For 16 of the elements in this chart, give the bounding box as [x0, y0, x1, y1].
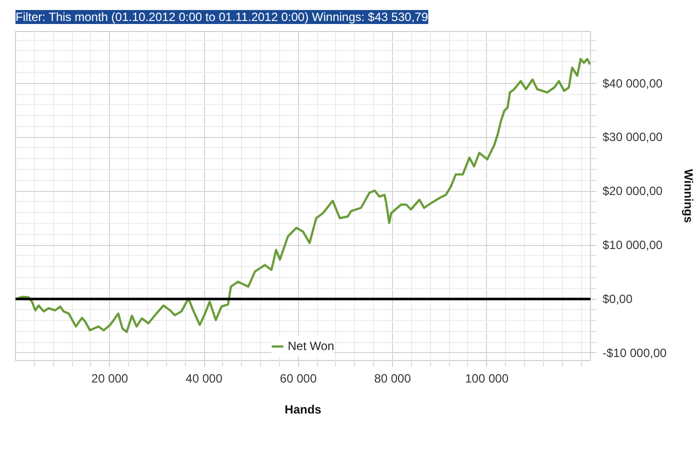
- x-tick-label: 100 000: [465, 372, 509, 386]
- x-tick-label: 60 000: [280, 372, 317, 386]
- x-tick-label: 40 000: [186, 372, 223, 386]
- x-tick-label: 80 000: [374, 372, 412, 386]
- y-axis-title: Winnings: [682, 169, 696, 224]
- x-axis-title: Hands: [284, 402, 322, 416]
- legend-label: Net Won: [288, 339, 334, 353]
- y-tick-label: $0,00: [602, 292, 633, 306]
- y-tick-label: -$10 000,00: [602, 346, 667, 360]
- y-tick-label: $30 000,00: [602, 130, 663, 144]
- x-tick-label: 20 000: [91, 372, 128, 386]
- chart-title: Filter: This month (01.10.2012 0:00 to 01.11.2012 0:00) Winnings: $43 530,79: [16, 10, 428, 24]
- line-series: [16, 58, 590, 334]
- y-tick-label: $20 000,00: [602, 184, 663, 198]
- y-tick-label: $10 000,00: [602, 238, 663, 252]
- y-tick-label: $40 000,00: [602, 76, 663, 90]
